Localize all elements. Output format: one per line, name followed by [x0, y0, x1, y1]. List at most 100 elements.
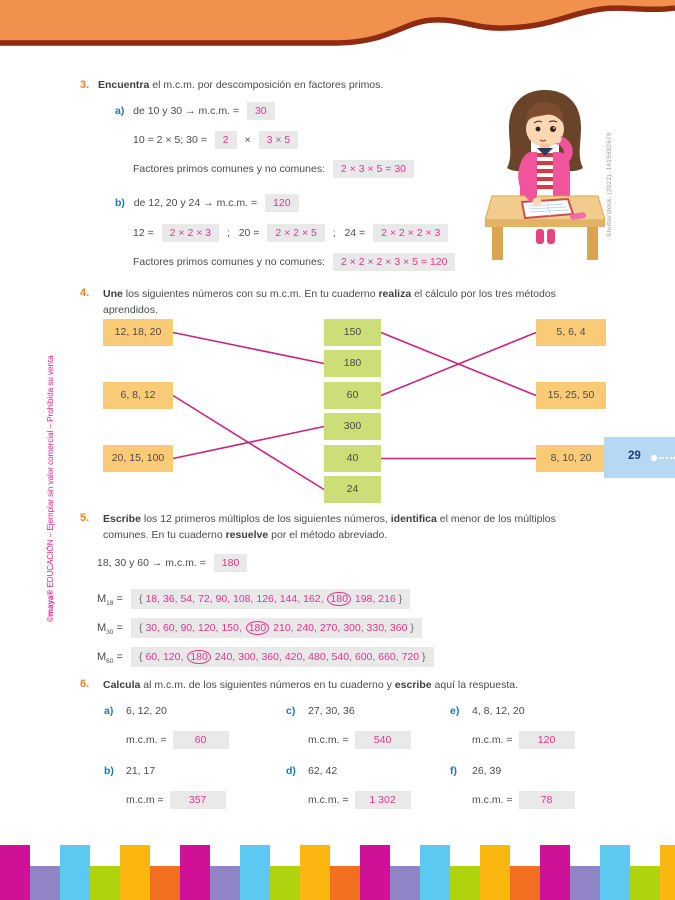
stripe-bar [90, 866, 120, 900]
stripe-bar [600, 845, 630, 900]
stripe-bar [240, 845, 270, 900]
item-b-eq2-field[interactable]: 2 × 2 × 5 [267, 224, 325, 243]
item-a-mcm-answer-field[interactable]: 30 [246, 102, 275, 121]
multiples-answer-field-M18[interactable]: { 18, 36, 54, 72, 90, 108, 126, 144, 162… [131, 589, 411, 609]
mcm-answer-field-b[interactable]: 357 [169, 791, 226, 809]
mcm-answer-field-d[interactable]: 1 302 [354, 791, 411, 809]
exercise-4-title-seg4: el cálculo por los tres métodos aprendid… [103, 288, 556, 316]
item-a-letter: a) [115, 105, 125, 117]
item-numbers: 4, 8, 12, 20 [472, 705, 525, 717]
match-box-L1[interactable]: 6, 8, 12 [103, 382, 173, 409]
exercise-5-title-seg6: por el método abreviado. [268, 528, 388, 541]
exercise-3-title-bold: Encuentra [97, 79, 150, 91]
exercise-4-header: 4. Une los siguientes números con su m.c… [80, 287, 570, 318]
mcm-label: m.c.m. = [472, 733, 513, 746]
exercise-6-number: 6. [80, 678, 90, 690]
mcm-answer-field-a[interactable]: 60 [172, 731, 229, 749]
circled-common-multiple: 180 [187, 650, 211, 664]
item-a-prompt: de 10 y 30 → m.c.m. = [133, 105, 240, 117]
exercise-5-title-seg4: el menor de los múltiplos comunes. En tu… [103, 513, 556, 541]
exercise-5-title-bold1: Escribe [103, 513, 141, 525]
exercise-6-answer-row-a: m.c.m. = 60 [104, 731, 279, 749]
exercise-4-title-bold1: Une [103, 288, 123, 300]
match-box-L2[interactable]: 20, 15, 100 [103, 445, 173, 472]
exercise-6-answer-row-d: m.c.m. = 1 302 [286, 791, 461, 809]
times-sign: × [244, 134, 251, 146]
match-box-R0[interactable]: 5, 6, 4 [536, 319, 606, 346]
stripe-bar [270, 866, 300, 900]
exercise-6-title-bold2: escribe [394, 679, 432, 691]
match-box-M4[interactable]: 40 [324, 445, 381, 472]
match-box-L0[interactable]: 12, 18, 20 [103, 319, 173, 346]
exercise-6-title: Calcula al m.c.m. de los siguientes núme… [103, 678, 640, 694]
item-a-factor1-field[interactable]: 2 [214, 131, 237, 150]
item-letter: f) [450, 765, 457, 777]
match-box-M0[interactable]: 150 [324, 319, 381, 346]
stripe-bar [0, 845, 30, 900]
stripe-bar [660, 845, 675, 900]
item-b-eq3-label: 24 = [344, 227, 366, 239]
match-box-M3[interactable]: 300 [324, 413, 381, 440]
publisher-brand: ©maya® [46, 589, 55, 622]
exercise-6-title-seg2: al m.c.m. de los siguientes números en t… [140, 679, 395, 691]
match-line-M2-R0 [380, 331, 537, 397]
match-box-M1[interactable]: 180 [324, 350, 381, 377]
matching-exercise-area: 12, 18, 20 6, 8, 12 20, 15, 100 150 180 60 300… [0, 310, 675, 510]
item-b-factors-answer-field[interactable]: 2 × 2 × 2 × 3 × 5 = 120 [332, 253, 456, 272]
mcm-label: m.c.m = [126, 793, 164, 806]
header-wave-decoration [0, 0, 675, 46]
match-box-R2[interactable]: 8, 10, 20 [536, 445, 606, 472]
exercise-6-item-b: b) 21, 17 [104, 764, 279, 779]
match-box-R1[interactable]: 15, 25, 50 [536, 382, 606, 409]
exercise-5-title-seg2: los 12 primeros múltiplos de los siguien… [140, 513, 391, 525]
exercise-5-title: Escribe los 12 primeros múltiplos de los… [103, 512, 573, 543]
multiples-answer-field-M60[interactable]: { 60, 120, 180 240, 300, 360, 420, 480, … [131, 647, 434, 667]
multiples-answer-field-M30[interactable]: { 30, 60, 90, 120, 150, 180 210, 240, 27… [131, 618, 422, 638]
item-letter: c) [286, 705, 296, 717]
exercise-5-number: 5. [80, 512, 90, 524]
exercise-3: 3. Encuentra el m.c.m. por descomposició… [80, 76, 640, 286]
exercise-6-item-c: c) 27, 30, 36 [286, 704, 461, 719]
item-b-eq3-field[interactable]: 2 × 2 × 2 × 3 [373, 224, 449, 243]
mcm-answer-field-e[interactable]: 120 [518, 731, 575, 749]
exercise-5-mcm-answer-field[interactable]: 180 [213, 554, 248, 573]
exercise-6-column-1: a) 6, 12, 20 m.c.m. = 60 b) 21, 17 m.c.m = 357 [104, 704, 279, 824]
stripe-bar [150, 866, 180, 900]
mcm-answer-field-c[interactable]: 540 [354, 731, 411, 749]
mcm-answer-field-f[interactable]: 78 [518, 791, 575, 809]
stripe-bar [630, 866, 660, 900]
stripe-bar [210, 866, 240, 900]
stripe-bar [30, 866, 60, 900]
item-a-factors-label: Factores primos comunes y no comunes: [133, 163, 325, 175]
circled-common-multiple: 180 [245, 621, 270, 635]
match-box-M5[interactable]: 24 [324, 476, 381, 503]
item-b-mcm-answer-field[interactable]: 120 [265, 194, 299, 213]
multiples-row-M30: M30 = { 30, 60, 90, 120, 150, 180 210, 24… [97, 618, 422, 638]
stripe-bar [180, 845, 210, 900]
multiples-label-M30: M30 = [97, 622, 123, 637]
exercise-5-title-bold2: identifica [390, 513, 437, 525]
stripe-bar [510, 866, 540, 900]
item-a-factor2-field[interactable]: 3 × 5 [258, 131, 299, 150]
circled-common-multiple: 180 [327, 592, 351, 606]
separator: ; [332, 227, 336, 239]
item-letter: b) [104, 765, 114, 777]
exercise-4-title-bold2: realiza [378, 288, 412, 300]
stripe-bar [300, 845, 330, 900]
exercise-6-answer-row-c: m.c.m. = 540 [286, 731, 461, 749]
badge-dotted-line [659, 457, 675, 459]
separator: ; [227, 227, 230, 239]
exercise-6-answer-row-b: m.c.m = 357 [104, 791, 279, 809]
item-b-eq1-field[interactable]: 2 × 2 × 3 [161, 224, 220, 243]
exercise-5: 5. Escribe los 12 primeros múltiplos de … [80, 512, 640, 677]
item-letter: a) [104, 705, 114, 717]
match-line-L0-M1 [172, 331, 325, 365]
item-a-factors-answer-field[interactable]: 2 × 3 × 5 = 30 [332, 160, 415, 179]
exercise-3-title: Encuentra el m.c.m. por descomposición e… [98, 79, 383, 91]
item-numbers: 21, 17 [126, 765, 156, 777]
multiples-row-M60: M60 = { 60, 120, 180 240, 300, 360, 420, … [97, 647, 434, 667]
exercise-3-title-rest: el m.c.m. por descomposición en factores… [149, 79, 384, 91]
item-b-letter: b) [115, 197, 125, 209]
match-box-M2[interactable]: 60 [324, 382, 381, 409]
page-number: 29 [628, 450, 641, 462]
